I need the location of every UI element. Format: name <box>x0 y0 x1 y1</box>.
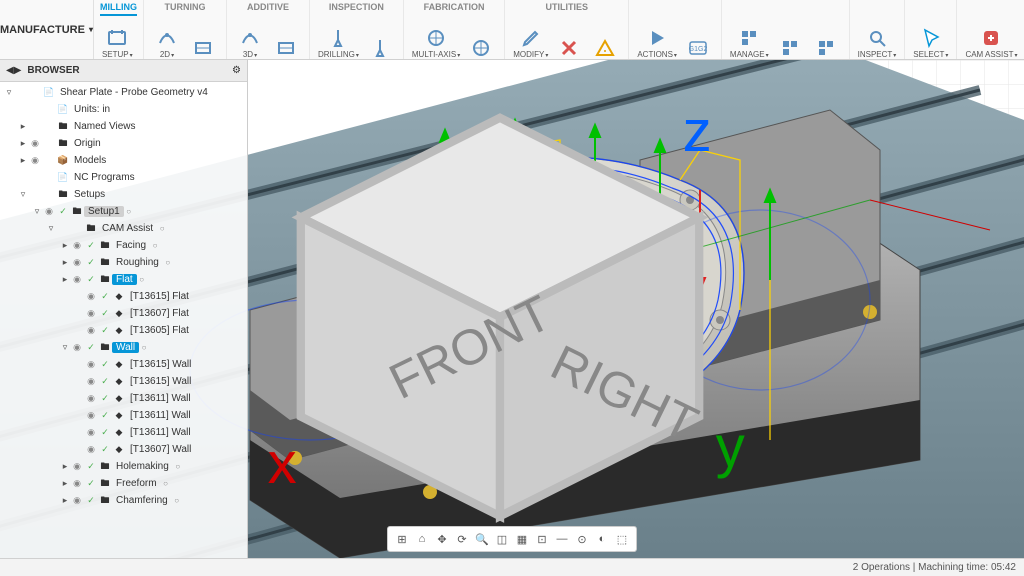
ribbon-button-xred[interactable] <box>552 17 586 59</box>
cursor-icon <box>920 27 942 49</box>
ribbon-button-warn[interactable] <box>588 17 622 59</box>
nav-button[interactable]: — <box>552 529 572 549</box>
ribbon-group: INSPECTION DRILLING <box>310 0 404 59</box>
ribbon-button-label: SELECT <box>913 50 948 59</box>
ribbon-button-label: MULTI-AXIS <box>412 50 460 59</box>
ribbon-button-label: CAM ASSIST <box>965 50 1017 59</box>
ribbon-button-setup[interactable]: SETUP <box>100 17 135 59</box>
nav-button[interactable]: ⟳ <box>452 529 472 549</box>
ribbon-button-label: DRILLING <box>318 50 359 59</box>
ribbon-button-drill[interactable] <box>363 17 397 59</box>
play-icon <box>646 27 668 49</box>
nav-button[interactable]: ◫ <box>492 529 512 549</box>
ribbon-group: INSPECT <box>850 0 906 59</box>
ribbon-button-label: MODIFY <box>513 50 548 59</box>
ribbon-group: TURNING 2D <box>144 0 227 59</box>
status-text: 2 Operations | Machining time: 05:42 <box>853 562 1016 573</box>
drill-icon <box>369 37 391 59</box>
ribbon-button-cam assist[interactable]: CAM ASSIST <box>963 17 1019 59</box>
manage-icon <box>815 37 837 59</box>
workspace-label: MANUFACTURE <box>0 24 85 36</box>
inspect-icon <box>866 27 888 49</box>
ribbon-button-drilling[interactable]: DRILLING <box>316 17 361 59</box>
ribbon-group: MANAGE <box>722 0 850 59</box>
nav-button[interactable]: ⌂ <box>412 529 432 549</box>
assist-icon <box>980 27 1002 49</box>
ribbon-button-multi[interactable] <box>464 17 498 59</box>
ribbon-button-multi-axis[interactable]: MULTI-AXIS <box>410 17 462 59</box>
ribbon-button-inspect[interactable]: INSPECT <box>856 17 899 59</box>
nav-button[interactable]: ⬚ <box>612 529 632 549</box>
ribbon-tab-label[interactable]: MILLING <box>100 2 137 16</box>
ribbon-button-manage[interactable] <box>809 17 843 59</box>
ribbon-tab-label[interactable]: TURNING <box>150 2 220 16</box>
strat2-icon <box>192 37 214 59</box>
ribbon-tab-label[interactable] <box>856 2 899 16</box>
workspace-switcher[interactable]: MANUFACTURE <box>0 0 94 59</box>
strat-icon <box>239 27 261 49</box>
nav-button[interactable]: ⊞ <box>392 529 412 549</box>
ribbon-tab-label[interactable] <box>963 2 1019 16</box>
ribbon-button-strat2[interactable] <box>269 17 303 59</box>
nav-button[interactable]: ⊙ <box>572 529 592 549</box>
xred-icon <box>558 37 580 59</box>
nav-button[interactable]: 🔍 <box>472 529 492 549</box>
viewport-3d[interactable]: FRONT RIGHT z y x ⊞⌂✥⟳🔍◫▦⊡—⊙◐⬚ <box>0 60 1024 558</box>
ribbon-groups: MILLING SETUP TURNING 2D ADDITIVE 3D INSPECTIO… <box>94 0 1024 59</box>
ribbon-tab-label[interactable]: FABRICATION <box>410 2 498 16</box>
ribbon-button-modify[interactable]: MODIFY <box>511 17 550 59</box>
ribbon-tab-label[interactable]: UTILITIES <box>511 2 622 16</box>
ribbon: MANUFACTURE MILLING SETUP TURNING 2D ADDITIV… <box>0 0 1024 60</box>
ribbon-button-2d[interactable]: 2D <box>150 17 184 59</box>
ribbon-group: CAM ASSIST <box>957 0 1024 59</box>
drill-icon <box>327 27 349 49</box>
ribbon-tab-label[interactable]: ADDITIVE <box>233 2 303 16</box>
nav-button[interactable]: ✥ <box>432 529 452 549</box>
ribbon-button-label: SETUP <box>102 50 133 59</box>
manage-icon <box>779 37 801 59</box>
svg-text:G1G2: G1G2 <box>689 46 708 53</box>
viewcube[interactable]: FRONT RIGHT z y x <box>0 68 1012 558</box>
ribbon-button-label: 3D <box>243 50 257 59</box>
svg-text:x: x <box>268 431 297 496</box>
pencil-icon <box>520 27 542 49</box>
ribbon-button-label: INSPECT <box>858 50 897 59</box>
manage-icon <box>738 27 760 49</box>
ribbon-button-3d[interactable]: 3D <box>233 17 267 59</box>
ribbon-button-label: ACTIONS <box>637 50 677 59</box>
ribbon-group: ADDITIVE 3D <box>227 0 310 59</box>
nav-button[interactable]: ⊡ <box>532 529 552 549</box>
ribbon-tab-label[interactable] <box>728 2 843 16</box>
nav-button[interactable]: ◐ <box>592 529 612 549</box>
ribbon-group: ACTIONS G1G2 <box>629 0 722 59</box>
ribbon-button-label: 2D <box>160 50 174 59</box>
ribbon-group: FABRICATION MULTI-AXIS <box>404 0 505 59</box>
ribbon-button-manage[interactable] <box>773 17 807 59</box>
setup-icon <box>106 27 128 49</box>
g1g2-icon: G1G2 <box>687 37 709 59</box>
ribbon-button-strat2[interactable] <box>186 17 220 59</box>
strat-icon <box>156 27 178 49</box>
status-bar: 2 Operations | Machining time: 05:42 <box>0 558 1024 576</box>
ribbon-tab-label[interactable] <box>911 2 950 16</box>
svg-text:y: y <box>716 414 745 479</box>
ribbon-button-manage[interactable]: MANAGE <box>728 17 771 59</box>
ribbon-group: MILLING SETUP <box>94 0 144 59</box>
ribbon-button-actions[interactable]: ACTIONS <box>635 17 679 59</box>
ribbon-button-select[interactable]: SELECT <box>911 17 950 59</box>
strat2-icon <box>275 37 297 59</box>
svg-text:z: z <box>683 99 712 164</box>
navigation-toolbar: ⊞⌂✥⟳🔍◫▦⊡—⊙◐⬚ <box>387 526 637 552</box>
ribbon-button-g1g2[interactable]: G1G2 <box>681 17 715 59</box>
nav-button[interactable]: ▦ <box>512 529 532 549</box>
ribbon-group: SELECT <box>905 0 957 59</box>
ribbon-tab-label[interactable]: INSPECTION <box>316 2 397 16</box>
ribbon-tab-label[interactable] <box>635 2 715 16</box>
warn-icon <box>594 37 616 59</box>
multi-icon <box>425 27 447 49</box>
multi-icon <box>470 37 492 59</box>
ribbon-button-label: MANAGE <box>730 50 769 59</box>
ribbon-group: UTILITIES MODIFY <box>505 0 629 59</box>
